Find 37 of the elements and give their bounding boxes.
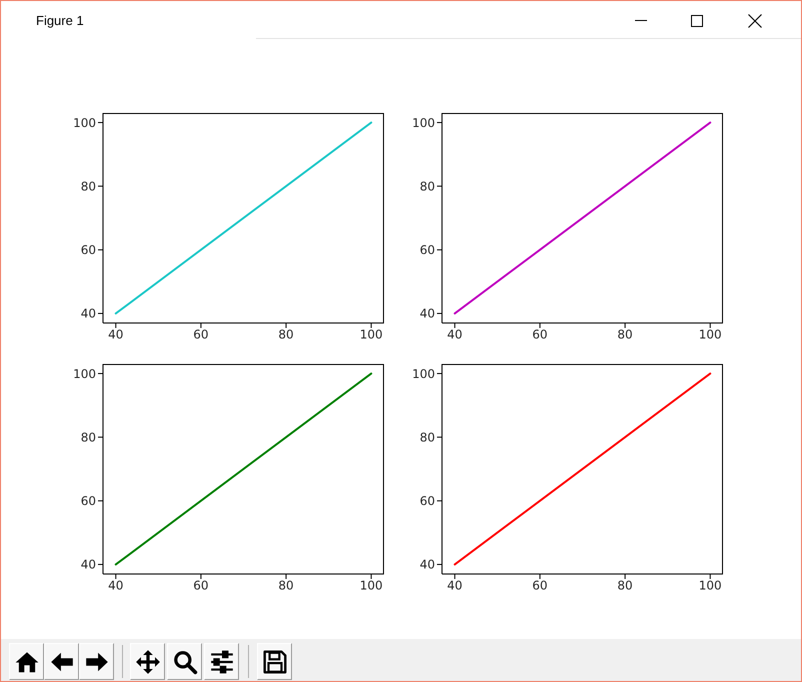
x-tick-label: 40	[447, 578, 462, 593]
y-tick-label: 60	[420, 494, 435, 508]
text: Figure 1	[36, 13, 84, 28]
y-tick-label: 40	[420, 306, 435, 321]
x-tick-label: 40	[447, 328, 462, 342]
x-tick-label: 80	[617, 578, 633, 593]
x-tick-label: 100	[360, 578, 383, 593]
x-tick-label: 40	[108, 328, 124, 342]
y-tick-label: 100	[73, 366, 96, 381]
x-tick-label: 60	[532, 578, 548, 593]
x-tick-label: 100	[360, 328, 383, 342]
y-tick-label: 40	[80, 306, 96, 321]
line-series	[114, 372, 372, 566]
x-tick-label: 80	[617, 328, 633, 342]
y-tick-label: 80	[420, 179, 435, 194]
y-tick-label: 80	[80, 179, 96, 194]
y-tick-label: 100	[412, 366, 435, 381]
line-series	[454, 122, 712, 314]
x-tick-label: 60	[193, 328, 209, 342]
y-tick-label: 40	[80, 558, 96, 572]
x-tick-label: 100	[698, 578, 722, 593]
y-tick-label: 60	[80, 243, 96, 258]
line-series	[114, 122, 372, 314]
x-tick-label: 80	[278, 578, 294, 593]
line-series	[454, 372, 712, 566]
x-tick-label: 80	[278, 328, 294, 342]
x-tick-label: 40	[108, 578, 124, 593]
y-tick-label: 40	[420, 558, 435, 572]
y-tick-label: 80	[80, 430, 96, 444]
x-tick-label: 60	[193, 578, 209, 593]
x-tick-label: 60	[532, 328, 548, 342]
y-tick-label: 60	[80, 494, 96, 508]
y-tick-label: 100	[73, 116, 96, 130]
y-tick-label: 100	[412, 116, 435, 130]
x-tick-label: 100	[698, 328, 722, 342]
y-tick-label: 80	[420, 430, 435, 444]
y-tick-label: 60	[420, 243, 435, 258]
